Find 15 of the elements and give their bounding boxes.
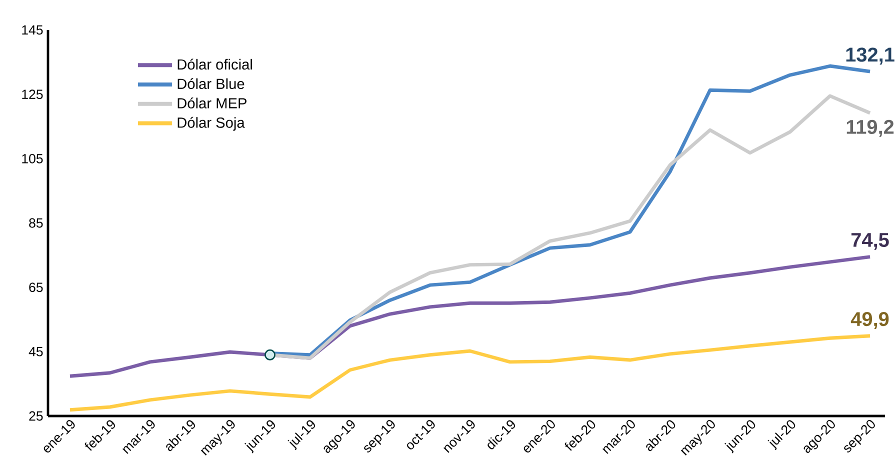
y-tick-label: 45 — [28, 347, 43, 356]
data-label: 49,9 — [850, 312, 889, 329]
y-tick-label: 65 — [29, 282, 43, 292]
legend-label: Dólar MEP — [178, 98, 246, 108]
legend-label: Dólar Blue — [178, 78, 244, 90]
data-label: 119,2 — [846, 120, 894, 137]
data-label: 74,5 — [851, 233, 889, 250]
y-tick-label: 25 — [29, 411, 43, 421]
legend-label: Dólar oficial — [178, 58, 252, 70]
y-tick-label: 125 — [22, 90, 43, 100]
legend-label: Dólar Soja — [178, 116, 245, 131]
y-tick-label: 145 — [22, 25, 43, 35]
y-tick-label: 105 — [22, 154, 43, 164]
data-label: 132,1 — [846, 48, 894, 65]
y-tick-label: 85 — [29, 218, 43, 228]
